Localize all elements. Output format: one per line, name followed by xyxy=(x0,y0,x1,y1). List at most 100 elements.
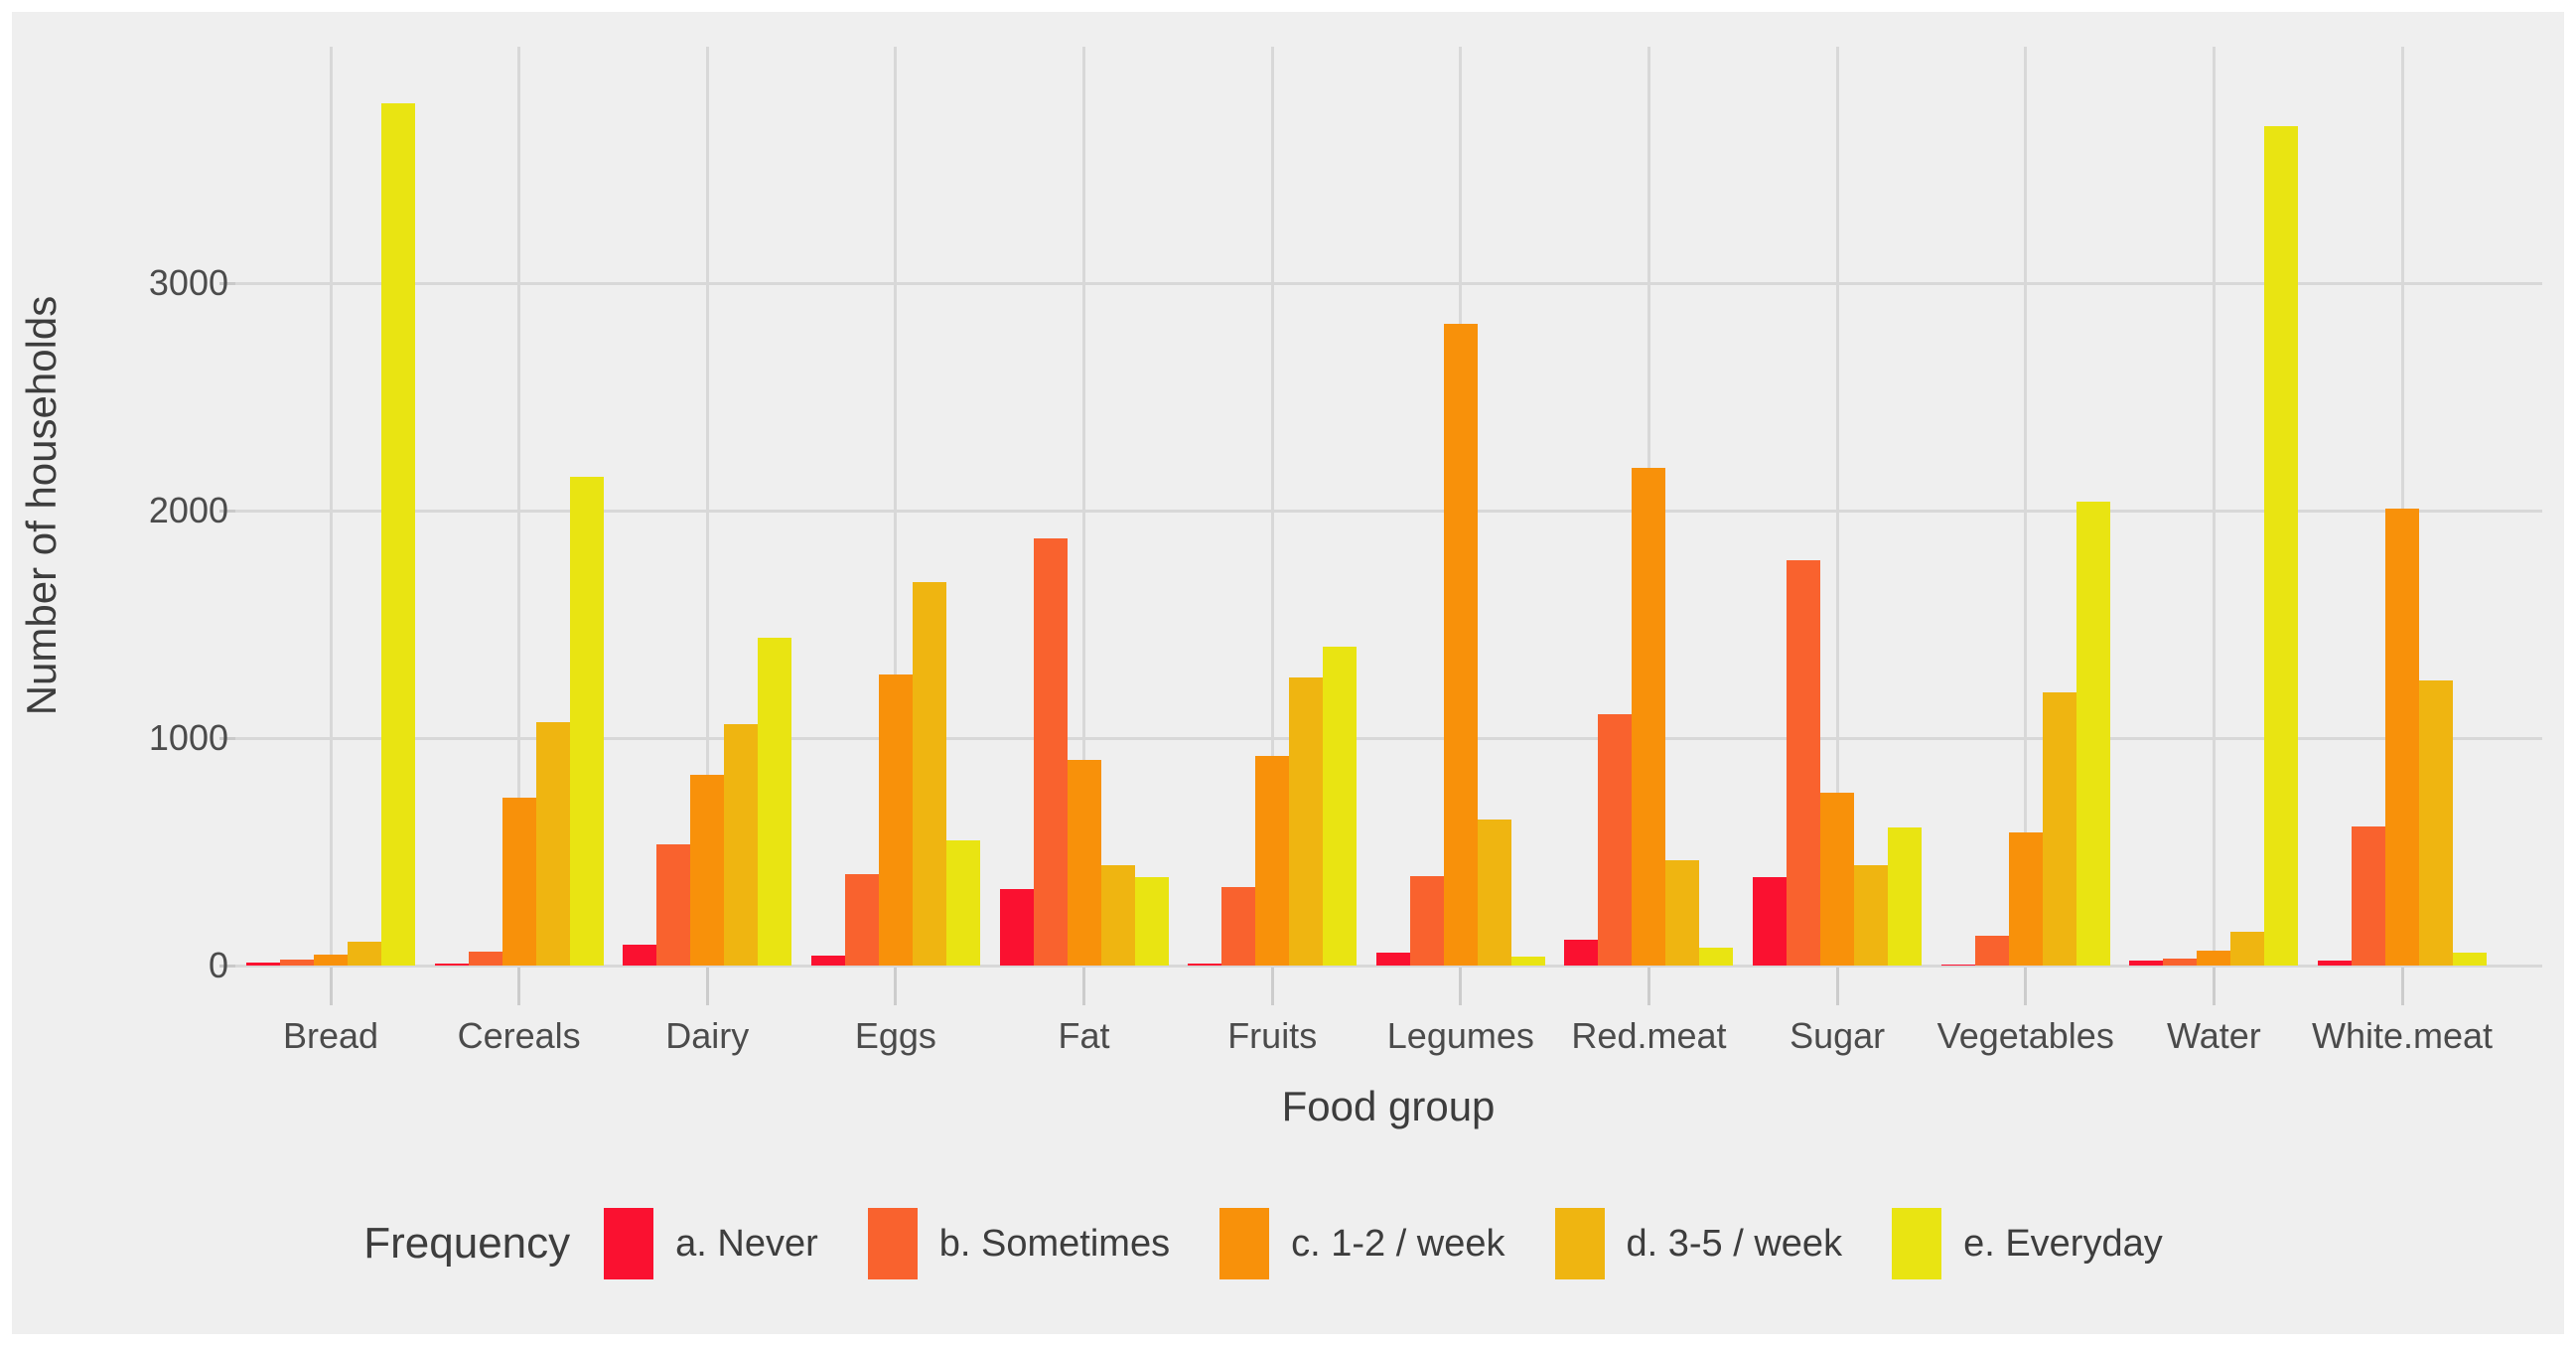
x-tick-mark xyxy=(329,968,333,1005)
legend-item: a. Never xyxy=(604,1208,818,1279)
x-tick-label: Sugar xyxy=(1789,1015,1886,1056)
bar-fruits-5 xyxy=(1323,647,1358,966)
bar-cereals-3 xyxy=(501,797,536,966)
x-tick-mark xyxy=(1082,968,1086,1005)
bar-cereals-1 xyxy=(434,963,469,966)
bar-dairy-4 xyxy=(724,724,759,966)
bar-eggs-5 xyxy=(945,840,980,966)
x-gridline xyxy=(2400,47,2404,966)
bar-fat-3 xyxy=(1067,759,1101,966)
bar-fat-5 xyxy=(1134,876,1169,966)
x-tick-mark xyxy=(1646,968,1650,1005)
bar-legumes-5 xyxy=(1510,956,1545,966)
x-tick-label: Red.meat xyxy=(1571,1015,1727,1056)
bar-fruits-1 xyxy=(1188,963,1222,966)
x-tick-label: Cereals xyxy=(457,1015,581,1056)
x-gridline xyxy=(2212,47,2216,966)
legend-label: e. Everyday xyxy=(1963,1222,2163,1265)
bar-sugar-2 xyxy=(1787,560,1821,966)
legend-item: e. Everyday xyxy=(1892,1208,2163,1279)
legend-label: d. 3-5 / week xyxy=(1626,1222,1843,1265)
bar-fruits-4 xyxy=(1289,677,1324,966)
bar-white-meat-1 xyxy=(2318,961,2353,966)
y-axis-title: Number of households xyxy=(18,295,65,716)
x-tick-label: Eggs xyxy=(854,1015,936,1056)
x-tick-mark xyxy=(1270,968,1274,1005)
bar-white-meat-3 xyxy=(2385,508,2420,966)
x-gridline xyxy=(894,47,898,966)
y-tick-mark xyxy=(219,964,235,968)
bar-vegetables-2 xyxy=(1974,936,2009,966)
legend-item: c. 1-2 / week xyxy=(1219,1208,1505,1279)
bar-cereals-5 xyxy=(569,476,604,966)
bar-water-3 xyxy=(2197,951,2231,966)
bar-vegetables-1 xyxy=(1940,964,1975,966)
x-tick-label: Dairy xyxy=(665,1015,750,1056)
bar-bread-1 xyxy=(246,962,280,966)
bar-bread-2 xyxy=(280,960,314,966)
x-gridline xyxy=(2024,47,2028,966)
x-tick-label: Water xyxy=(2167,1015,2261,1056)
bar-red-meat-4 xyxy=(1665,859,1700,966)
bar-sugar-1 xyxy=(1753,876,1788,966)
bar-white-meat-5 xyxy=(2453,953,2488,966)
x-tick-mark xyxy=(705,968,709,1005)
bar-eggs-3 xyxy=(878,673,913,966)
bar-fruits-3 xyxy=(1255,756,1290,966)
bar-dairy-3 xyxy=(690,774,725,966)
bar-fat-4 xyxy=(1100,865,1135,966)
bar-red-meat-2 xyxy=(1598,714,1633,966)
bar-eggs-2 xyxy=(844,874,879,966)
x-gridline xyxy=(329,47,333,966)
x-tick-label: White.meat xyxy=(2312,1015,2494,1056)
bar-sugar-5 xyxy=(1888,827,1923,966)
y-tick-label: 0 xyxy=(208,945,228,985)
y-tick-mark xyxy=(219,281,235,285)
bar-vegetables-4 xyxy=(2042,692,2076,966)
x-axis-title: Food group xyxy=(1281,1083,1496,1129)
bar-red-meat-3 xyxy=(1632,467,1666,966)
bar-water-4 xyxy=(2230,931,2265,966)
bar-sugar-4 xyxy=(1854,865,1889,966)
x-tick-mark xyxy=(894,968,898,1005)
bar-bread-5 xyxy=(381,103,415,966)
x-tick-mark xyxy=(1459,968,1463,1005)
y-gridline xyxy=(235,964,2542,968)
bar-eggs-1 xyxy=(810,955,845,966)
bar-sugar-3 xyxy=(1820,793,1855,966)
x-tick-mark xyxy=(1835,968,1839,1005)
y-tick-mark xyxy=(219,509,235,513)
bar-bread-4 xyxy=(348,941,381,966)
x-gridline xyxy=(517,47,521,966)
bar-water-5 xyxy=(2264,126,2299,966)
x-tick-mark xyxy=(2212,968,2216,1005)
y-gridline xyxy=(235,736,2542,740)
bar-white-meat-2 xyxy=(2352,826,2386,966)
x-tick-mark xyxy=(517,968,521,1005)
bar-vegetables-3 xyxy=(2008,832,2043,966)
bar-red-meat-5 xyxy=(1699,947,1734,966)
x-gridline xyxy=(1270,47,1274,966)
legend-swatch xyxy=(604,1208,654,1279)
y-gridline xyxy=(235,509,2542,513)
bar-legumes-3 xyxy=(1443,324,1478,966)
y-tick-label: 2000 xyxy=(148,490,228,531)
x-gridline xyxy=(1835,47,1839,966)
y-tick-label: 3000 xyxy=(148,262,228,304)
bar-vegetables-5 xyxy=(2075,501,2110,966)
bar-water-1 xyxy=(2129,961,2164,966)
x-tick-label: Legumes xyxy=(1386,1015,1534,1056)
legend-swatch xyxy=(1554,1208,1605,1279)
x-tick-mark xyxy=(2400,968,2404,1005)
legend: Frequency a. Never b. Sometimes c. 1-2 / w… xyxy=(12,1179,2564,1308)
legend-swatch xyxy=(1219,1208,1270,1279)
x-tick-label: Fruits xyxy=(1227,1015,1318,1056)
bar-fat-1 xyxy=(999,889,1034,966)
x-tick-label: Bread xyxy=(282,1015,379,1056)
x-tick-label: Vegetables xyxy=(1936,1015,2114,1056)
bar-legumes-1 xyxy=(1375,953,1410,966)
bar-water-2 xyxy=(2163,959,2198,966)
bar-bread-3 xyxy=(314,954,348,966)
legend-label: c. 1-2 / week xyxy=(1291,1222,1505,1265)
plot-panel xyxy=(235,47,2542,968)
